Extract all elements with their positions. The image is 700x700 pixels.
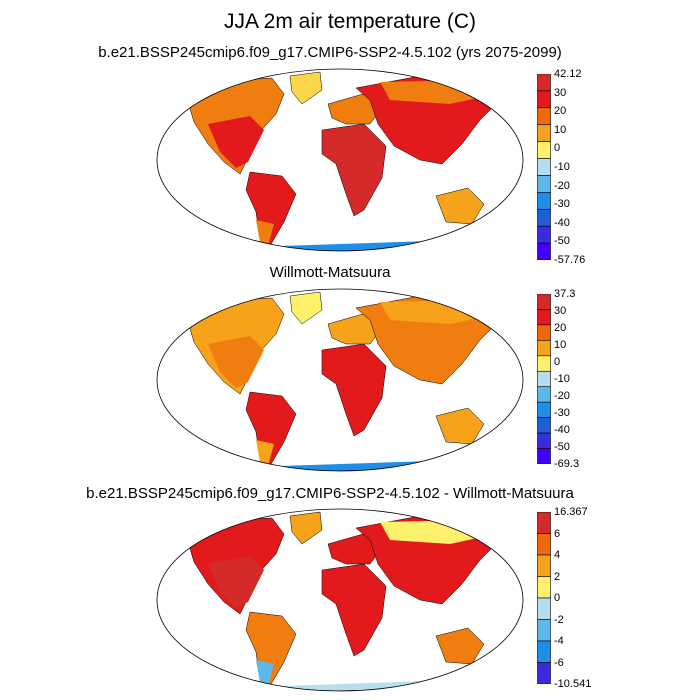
panel-1-subtitle: b.e21.BSSP245cmip6.f09_g17.CMIP6-SSP2-4.… — [98, 44, 562, 61]
colorbar-swatch — [537, 554, 551, 577]
colorbar-tick-label: 16.367 — [554, 506, 588, 518]
colorbar-tick-label: 20 — [554, 105, 567, 118]
colorbar-swatch — [537, 192, 551, 210]
panel-3-colorbar — [537, 512, 551, 684]
colorbar-swatch — [537, 432, 551, 449]
colorbar-tick-label: 0 — [554, 356, 561, 368]
australia-land — [435, 187, 485, 225]
south-america-south — [256, 220, 274, 246]
colorbar-tick-label: -20 — [554, 179, 570, 192]
colorbar-tick-label: 10 — [554, 123, 567, 136]
colorbar-swatch — [537, 417, 551, 434]
colorbar-tick-label: 2 — [554, 570, 561, 583]
colorbar-swatch — [537, 90, 551, 109]
colorbar-swatch — [537, 175, 551, 193]
colorbar-tick-label: -30 — [554, 407, 570, 419]
south-america-south — [256, 660, 274, 686]
panel-3-subtitle: b.e21.BSSP245cmip6.f09_g17.CMIP6-SSP2-4.… — [86, 485, 574, 502]
colorbar-swatch — [537, 208, 551, 227]
africa-land — [321, 343, 387, 437]
colorbar-tick-label: -40 — [554, 216, 570, 229]
colorbar-swatch — [537, 386, 551, 403]
north-america-warm-region — [208, 556, 264, 608]
colorbar-tick-label: -57.76 — [554, 254, 586, 266]
colorbar-tick-label: 37.3 — [554, 288, 576, 300]
colorbar-tick-label: 4 — [554, 549, 561, 561]
colorbar-tick-label: -10 — [554, 161, 570, 173]
colorbar-swatch — [537, 324, 551, 341]
colorbar-swatch — [537, 158, 551, 176]
colorbar-swatch — [537, 294, 551, 310]
colorbar-swatch — [537, 74, 551, 92]
north-america-warm-region — [208, 116, 264, 168]
colorbar-swatch — [537, 225, 551, 244]
colorbar-tick-label: -69.3 — [554, 458, 580, 470]
colorbar-tick-label: 0 — [554, 592, 561, 604]
colorbar-tick-label: 20 — [554, 322, 567, 334]
colorbar-swatch — [537, 640, 551, 663]
panel-1-colorbar-labels: 42.12 30 20 10 0 -10 -20 -30 -40 -50 -57.76 — [554, 68, 634, 266]
colorbar-swatch — [537, 370, 551, 388]
colorbar-swatch — [537, 107, 551, 126]
colorbar-swatch — [537, 340, 551, 357]
colorbar-swatch — [537, 597, 551, 620]
panel-2-subtitle: Willmott-Matsuura — [269, 264, 391, 281]
panel-2-colorbar-labels: 37.3 30 20 10 0 -10 -20 -30 -40 -50 -69.3 — [554, 288, 634, 470]
greenland-land — [289, 71, 323, 105]
colorbar-swatch — [537, 448, 551, 464]
africa-land — [321, 563, 387, 657]
colorbar-swatch — [537, 355, 551, 372]
colorbar-tick-label: 6 — [554, 527, 561, 540]
colorbar-swatch — [537, 124, 551, 142]
colorbar-tick-label: -2 — [554, 613, 564, 626]
colorbar-swatch — [537, 576, 551, 599]
greenland-land — [289, 511, 323, 545]
panel-1-map — [156, 68, 524, 252]
colorbar-tick-label: -10 — [554, 373, 570, 385]
colorbar-swatch — [537, 512, 551, 534]
colorbar-swatch — [537, 141, 551, 159]
colorbar-tick-label: -10.541 — [554, 678, 592, 690]
colorbar-tick-label: -40 — [554, 424, 570, 436]
africa-land — [321, 123, 387, 217]
north-america-warm-region — [208, 336, 264, 388]
colorbar-swatch — [537, 242, 551, 260]
colorbar-swatch — [537, 619, 551, 642]
panel-1-colorbar — [537, 74, 551, 260]
colorbar-tick-label: 0 — [554, 142, 561, 155]
colorbar-tick-label: 30 — [554, 305, 567, 317]
figure-title: JJA 2m air temperature (C) — [223, 10, 477, 33]
colorbar-tick-label: -20 — [554, 390, 570, 402]
australia-land — [435, 407, 485, 445]
panel-3-map — [156, 508, 524, 692]
south-america-south — [256, 440, 274, 466]
colorbar-tick-label: 30 — [554, 86, 567, 99]
panel-2-map — [156, 288, 524, 472]
colorbar-tick-label: -50 — [554, 441, 570, 453]
colorbar-tick-label: 10 — [554, 339, 567, 351]
colorbar-tick-label: -50 — [554, 235, 570, 248]
colorbar-swatch — [537, 401, 551, 418]
colorbar-swatch — [537, 533, 551, 556]
australia-land — [435, 627, 485, 665]
colorbar-swatch — [537, 309, 551, 326]
panel-3-colorbar-labels: 16.367 6 4 2 0 -2 -4 -6 -10.541 — [554, 506, 634, 690]
colorbar-tick-label: 42.12 — [554, 68, 582, 80]
colorbar-tick-label: -4 — [554, 635, 564, 647]
panel-2-colorbar — [537, 294, 551, 464]
colorbar-swatch — [537, 662, 551, 684]
colorbar-tick-label: -6 — [554, 656, 564, 669]
colorbar-tick-label: -30 — [554, 198, 570, 211]
greenland-land — [289, 291, 323, 325]
